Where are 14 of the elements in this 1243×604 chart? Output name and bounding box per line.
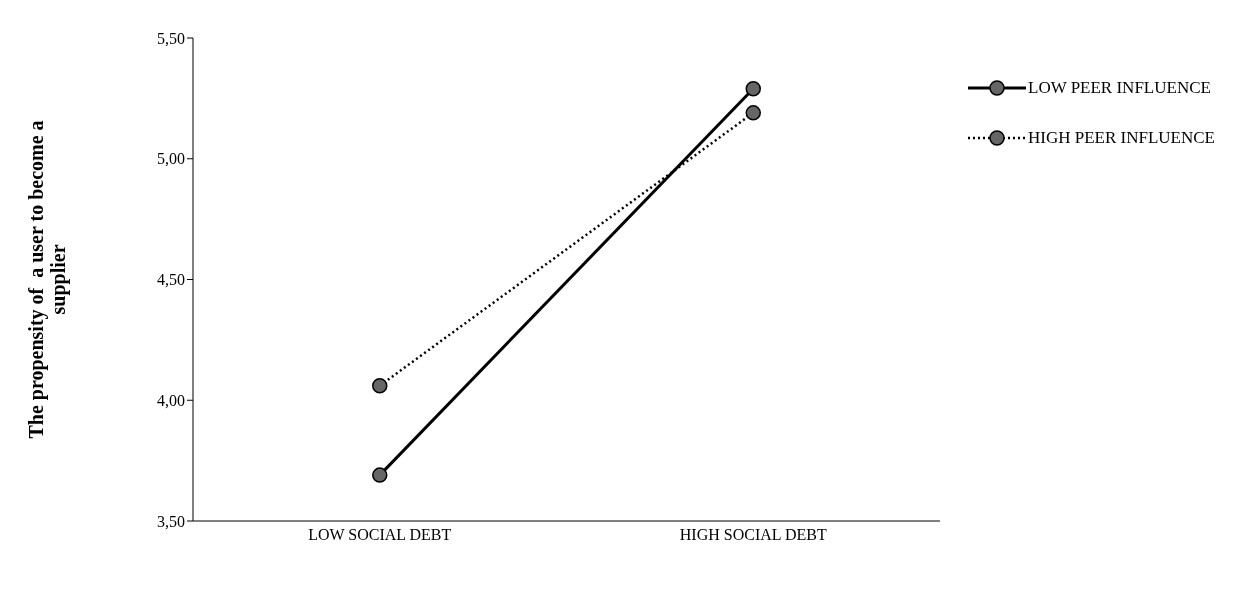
legend-label: HIGH PEER INFLUENCE bbox=[1028, 128, 1215, 148]
point bbox=[372, 467, 388, 483]
y-tick-label: 3,50 bbox=[157, 512, 185, 530]
y-axis-title: The propensity of a user to become a supplier bbox=[25, 120, 70, 439]
y-tick-label: 4,00 bbox=[157, 391, 185, 409]
point bbox=[745, 80, 761, 97]
x-tick-label: HIGH SOCIAL DEBT bbox=[679, 526, 827, 544]
y-tick-label: 5,50 bbox=[157, 29, 185, 47]
y-tick-label: 4,50 bbox=[157, 271, 185, 289]
point bbox=[372, 378, 388, 394]
legend-label: LOW PEER INFLUENCE bbox=[1028, 78, 1211, 98]
x-tick-label: LOW SOCIAL DEBT bbox=[308, 526, 452, 544]
point bbox=[745, 105, 761, 121]
y-tick-label: 5,00 bbox=[157, 150, 185, 168]
